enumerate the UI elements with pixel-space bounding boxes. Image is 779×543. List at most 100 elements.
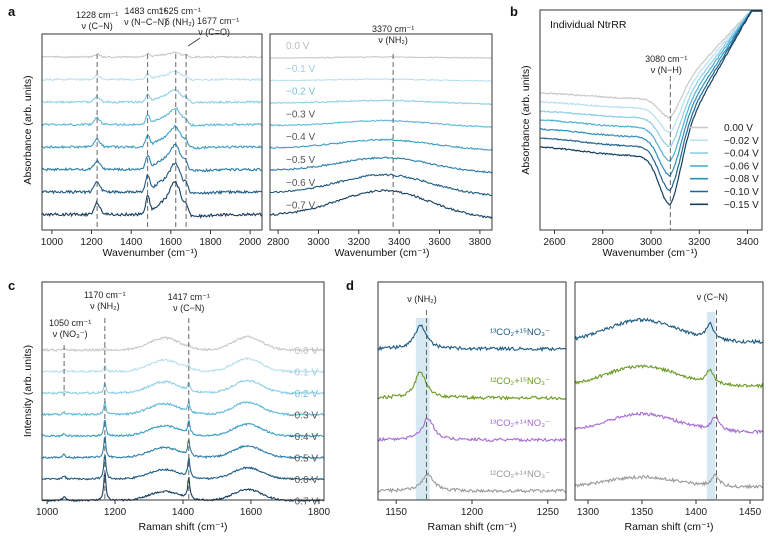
peak-annotation: ν (N−H) <box>651 65 682 75</box>
plot-frame-a1 <box>41 33 263 231</box>
x-tick-label: 1000 <box>41 237 64 248</box>
series-line <box>539 10 762 148</box>
peak-annotation: ν (NH₂) <box>407 294 437 304</box>
series-line <box>539 10 762 163</box>
series-line <box>377 471 567 494</box>
x-tick-label: 3000 <box>640 237 663 248</box>
peak-annotation: ν (NH₂) <box>378 35 408 45</box>
peak-annotation: 1417 cm⁻¹ <box>168 292 210 302</box>
x-tick-label: 1200 <box>80 237 103 248</box>
x-tick-label: 3200 <box>348 237 371 248</box>
voltage-label: −0.7 V <box>289 497 319 508</box>
series-line <box>574 364 764 389</box>
peak-annotation: ν (C=O) <box>198 27 230 37</box>
series-line <box>574 411 764 435</box>
peak-annotation: ν (C−N) <box>173 303 204 313</box>
y-axis-label-b: Absorbance (arb. units) <box>520 65 532 174</box>
x-tick-label: 1150 <box>385 507 407 518</box>
panel-label-a: a <box>8 4 16 19</box>
voltage-label: −0.7 V <box>286 201 316 212</box>
peak-annotation: ν (NH₂) <box>90 301 120 311</box>
peak-annotation: 1483 cm⁻¹ <box>124 6 166 16</box>
peak-annotation: ν (NO₃⁻) <box>53 329 88 339</box>
series-line <box>41 471 324 503</box>
x-tick-label: 1300 <box>577 507 600 518</box>
voltage-label: −0.5 V <box>286 155 316 166</box>
plot-frame-c <box>41 281 325 501</box>
annotation-leader <box>187 37 201 47</box>
series-line <box>270 156 493 174</box>
peak-annotation: 1228 cm⁻¹ <box>76 10 118 20</box>
series-line <box>41 419 325 438</box>
series-label: ¹³CO₂+¹⁴NO₃⁻ <box>490 418 550 429</box>
x-tick-label: 3600 <box>428 237 451 248</box>
peak-annotation: 1170 cm⁻¹ <box>84 290 126 300</box>
x-tick-label: 3400 <box>388 237 411 248</box>
series-line <box>539 10 762 192</box>
series-line <box>539 10 762 177</box>
x-axis-label-d2: Raman shift (cm⁻¹) <box>625 521 714 533</box>
highlight-band <box>706 312 716 500</box>
series-line <box>41 357 325 374</box>
series-line <box>269 78 492 82</box>
x-tick-label: 2800 <box>267 237 290 248</box>
series-line <box>41 51 263 59</box>
series-line <box>539 10 762 134</box>
x-tick-label: 3000 <box>307 237 330 248</box>
voltage-label: −0.4 V <box>286 132 316 143</box>
peak-annotation: 1677 cm⁻¹ <box>197 16 239 26</box>
series-line <box>269 119 493 128</box>
legend-entry: 0.00 V <box>724 123 753 134</box>
voltage-label: −0.6 V <box>289 475 319 486</box>
legend-entry: −0.08 V <box>724 174 759 185</box>
panel-label-b: b <box>510 4 518 19</box>
series-line <box>41 70 263 82</box>
panel-label-c: c <box>8 278 15 293</box>
series-line <box>41 180 263 220</box>
panel-label-d: d <box>346 278 354 293</box>
panel-b-title: Individual NtrRR <box>550 19 627 31</box>
x-tick-label: 1000 <box>36 507 59 518</box>
y-axis-label-c: Intensity (arb. units) <box>22 345 34 437</box>
legend-entry: −0.10 V <box>724 187 759 198</box>
series-line <box>269 189 493 219</box>
series-line <box>269 138 493 151</box>
peak-annotation: 3080 cm⁻¹ <box>645 54 687 64</box>
voltage-label: −0.1 V <box>286 64 316 75</box>
x-axis-label-a2: Wavenumber (cm⁻¹) <box>335 247 430 259</box>
series-line <box>539 10 762 119</box>
series-line <box>41 400 325 417</box>
plot-frame-d2 <box>574 281 764 501</box>
series-line <box>540 10 762 206</box>
panel-c: 1000 1200 1400 1600 1800 1050 cm⁻¹ν (NO₃⁻) 11… <box>22 281 330 533</box>
voltage-label: 0.0 V <box>295 346 319 357</box>
plot-frame-a2 <box>269 33 493 231</box>
peak-annotation: 1625 cm⁻¹ <box>159 6 201 16</box>
series-line <box>41 88 263 105</box>
x-tick-label: 1450 <box>739 507 762 518</box>
voltage-label: −0.2 V <box>289 389 319 400</box>
series-line <box>41 335 325 353</box>
legend-entry: −0.15 V <box>724 200 759 211</box>
voltage-label: −0.4 V <box>289 432 319 443</box>
voltage-label: −0.2 V <box>286 87 316 98</box>
legend-entry: −0.02 V <box>724 136 759 147</box>
series-label: ¹²CO₂+¹⁴NO₃⁻ <box>490 469 550 480</box>
peak-annotation: 1050 cm⁻¹ <box>49 318 91 328</box>
series-line <box>269 173 493 197</box>
series-line <box>269 99 493 105</box>
panel-a-left: 1000 1200 1400 1600 1800 2000 1228 cm⁻¹ν (C−N… <box>22 6 263 259</box>
series-line <box>269 55 493 59</box>
x-axis-label-c: Raman shift (cm⁻¹) <box>139 521 228 533</box>
voltage-label: −0.6 V <box>286 178 316 189</box>
series-line <box>41 161 263 196</box>
series-line <box>41 124 263 150</box>
series-line <box>574 473 764 490</box>
x-tick-label: 1250 <box>537 507 560 518</box>
plot-frame-d1 <box>377 281 567 501</box>
x-tick-label: 1600 <box>160 237 183 248</box>
series-line <box>41 143 263 173</box>
x-axis-label-a1: Wavenumber (cm⁻¹) <box>103 247 198 259</box>
x-axis-label-b: Wavenumber (cm⁻¹) <box>603 247 698 259</box>
x-tick-label: 1400 <box>172 507 195 518</box>
